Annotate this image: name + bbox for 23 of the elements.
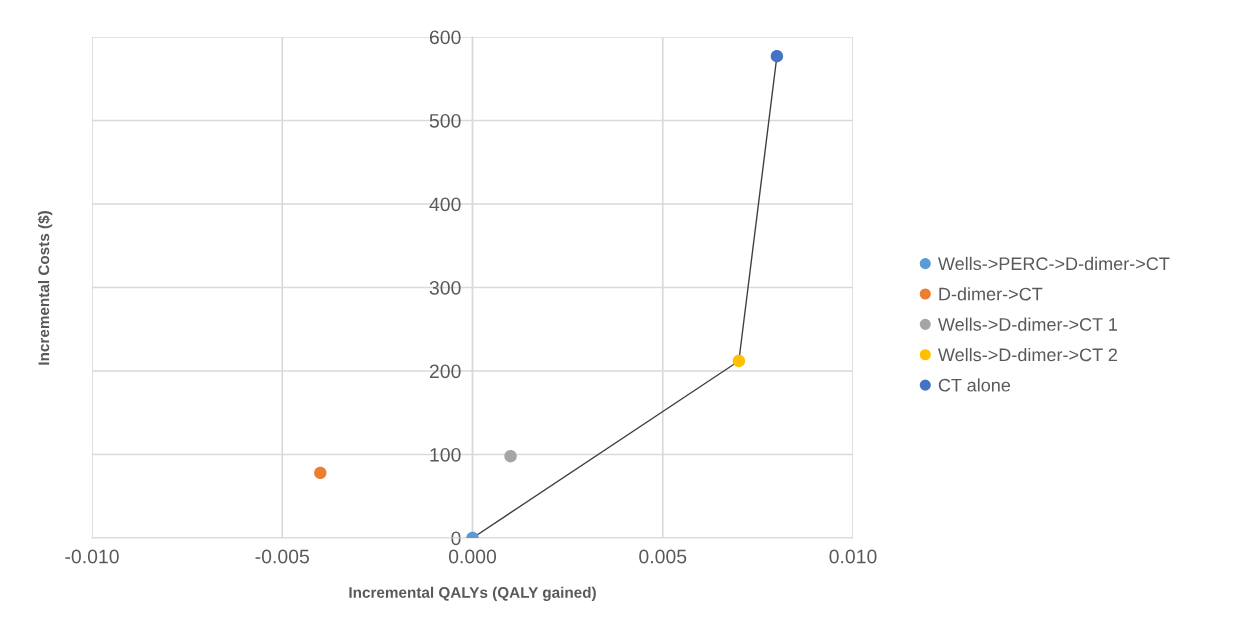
y-tick-label: 300	[429, 280, 461, 295]
x-axis-title: Incremental QALYs (QALY gained)	[349, 586, 596, 601]
legend-label: CT alone	[938, 378, 1011, 392]
point	[314, 466, 327, 480]
legend-label: Wells->D-dimer->CT 2	[938, 347, 1117, 362]
y-tick-label: 100	[430, 447, 461, 462]
y-tick-label: 400	[429, 197, 461, 212]
point	[770, 49, 784, 63]
y-tick-label: 500	[429, 113, 461, 128]
y-tick-label: 0	[451, 531, 461, 546]
x-tick-label: 0.005	[639, 549, 687, 564]
legend-label: D-dimer->CT	[939, 287, 1043, 301]
point	[732, 354, 746, 368]
legend-label: Wells->D-dimer->CT 1	[938, 317, 1117, 331]
x-tick-label: -0.005	[255, 549, 309, 564]
y-tick-label: 600	[429, 30, 461, 45]
y-tick-label: 200	[429, 364, 461, 379]
x-tick-label: -0.010	[65, 549, 119, 564]
x-tick-label: 0.010	[829, 549, 877, 564]
y-axis-title: Incremental Costs ($)	[37, 211, 53, 365]
legend-label: Wells->PERC->D-dimer->CT	[938, 256, 1170, 271]
point	[504, 449, 517, 463]
x-tick-label: 0.000	[448, 549, 497, 564]
